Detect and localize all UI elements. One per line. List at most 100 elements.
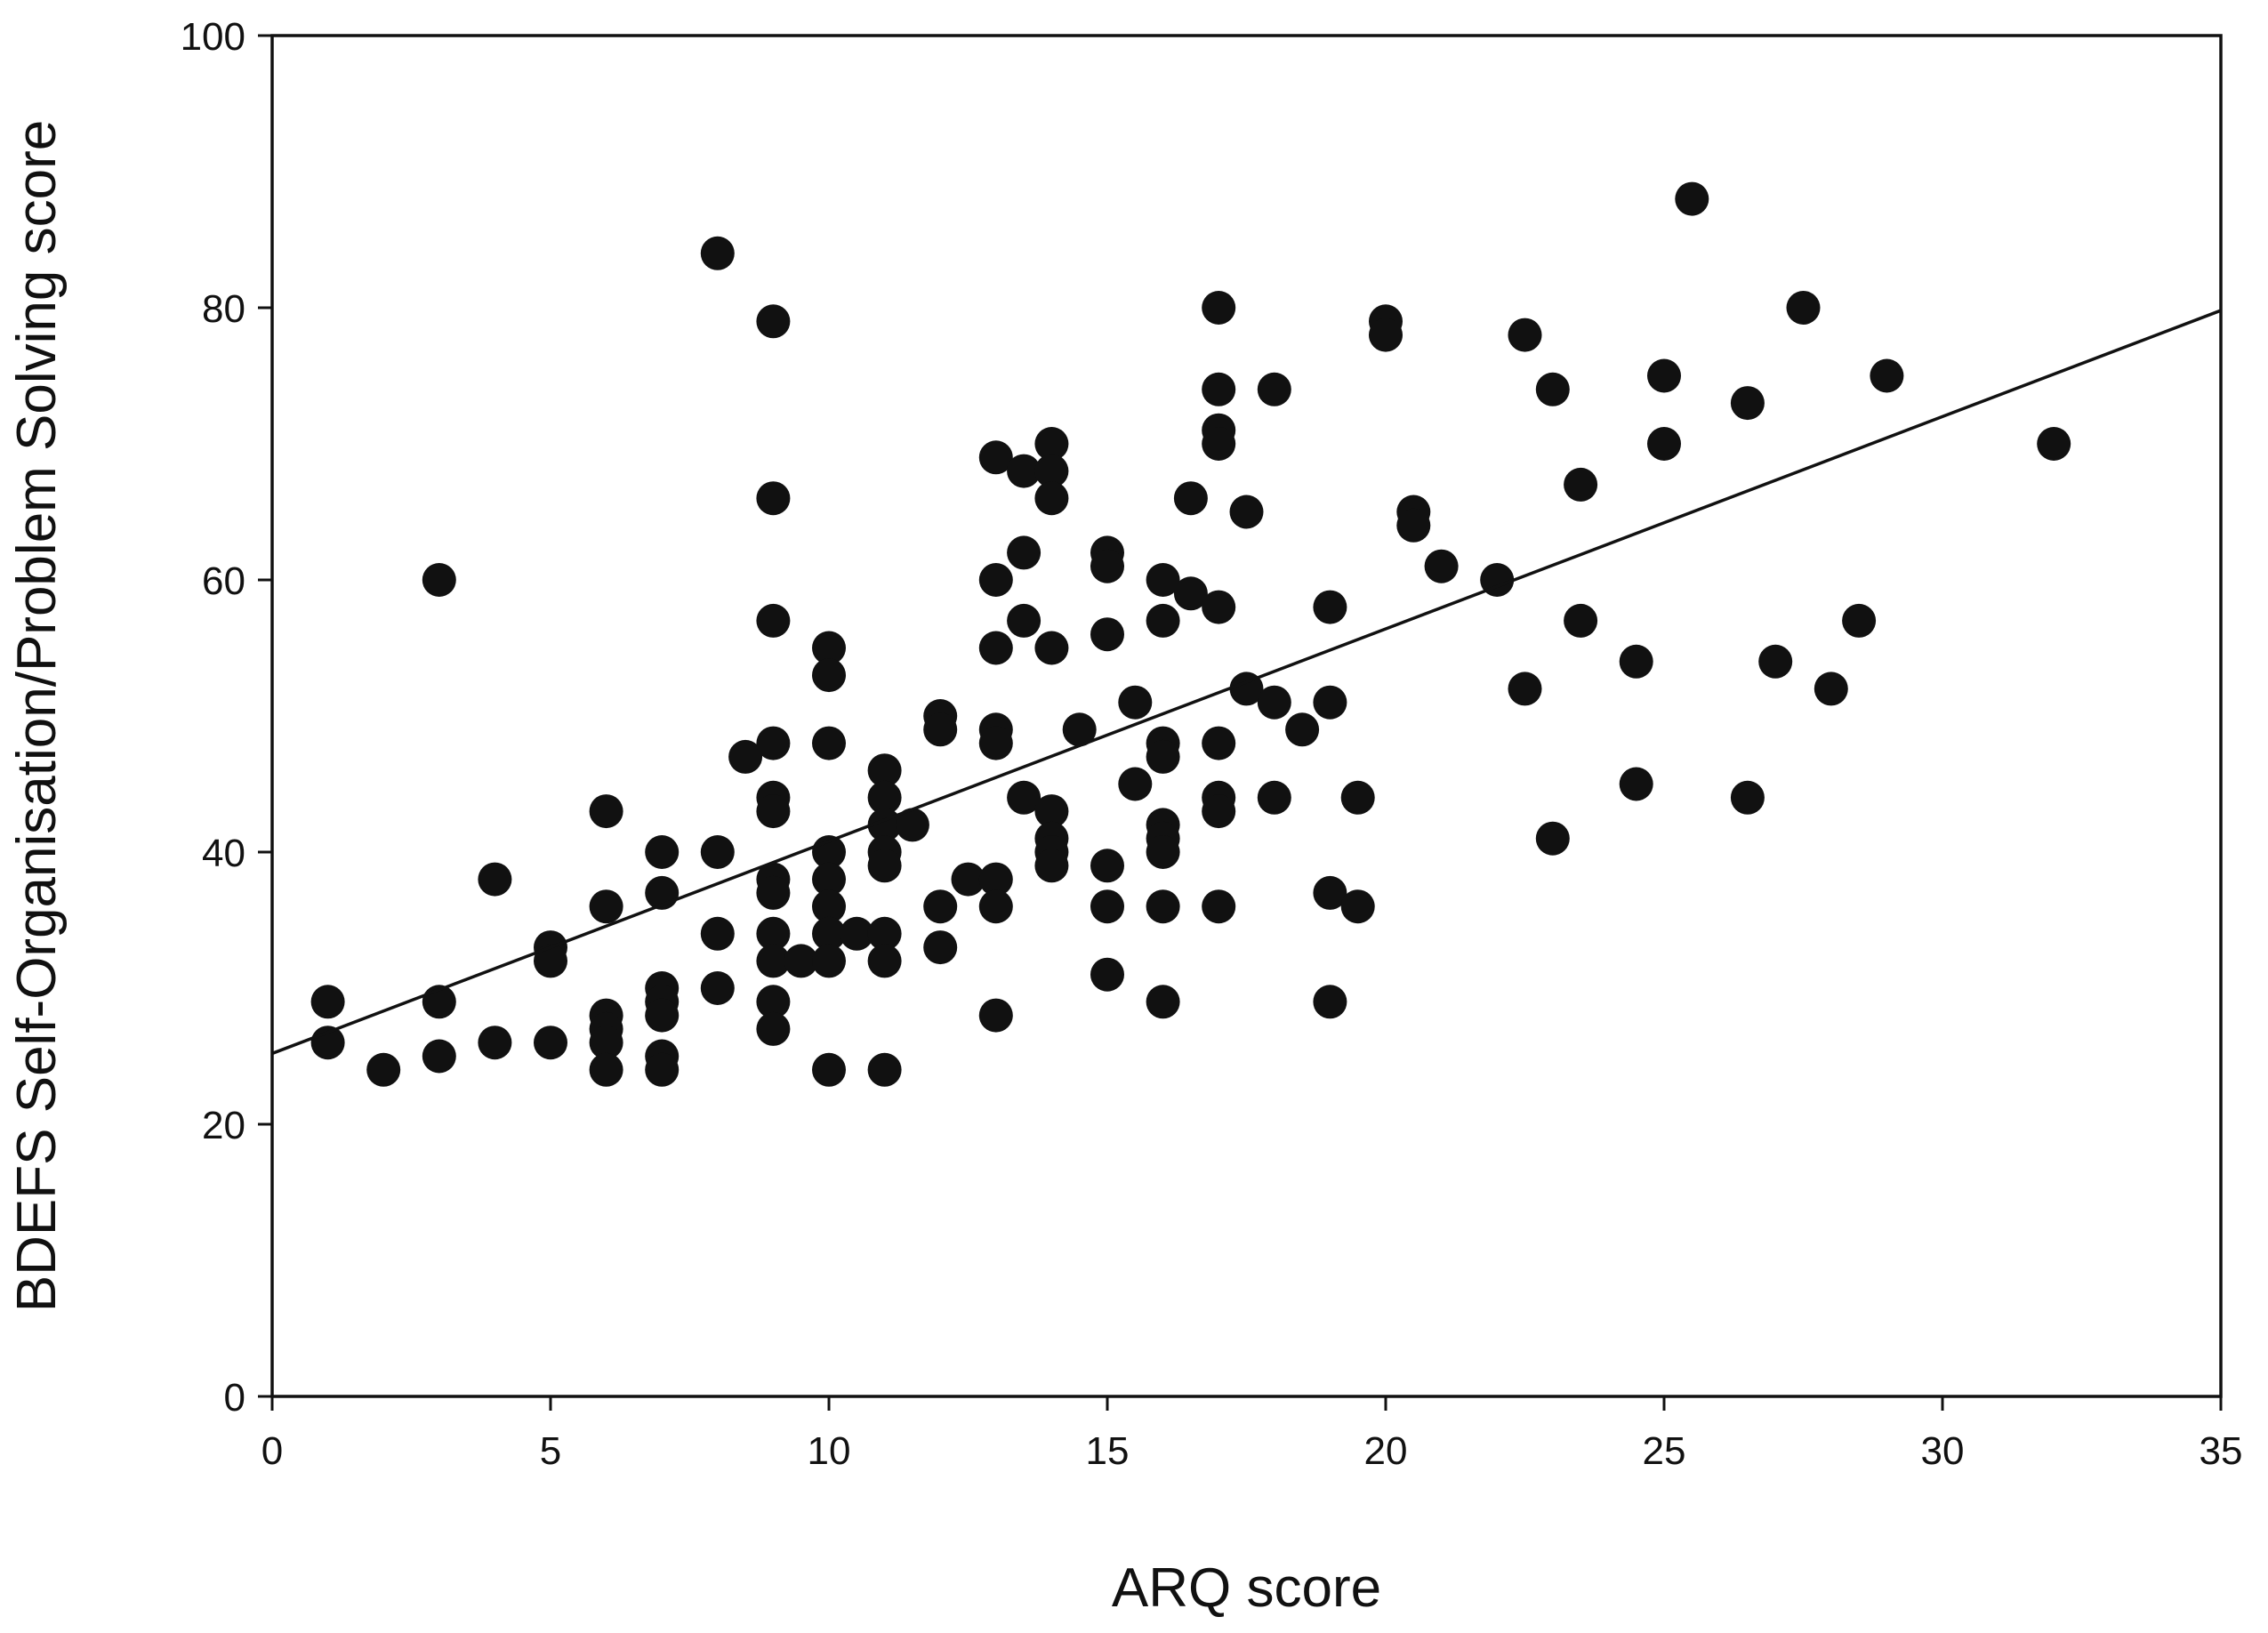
data-point xyxy=(1007,535,1042,570)
data-point xyxy=(1173,576,1208,611)
data-point xyxy=(1619,644,1653,679)
x-axis-title: ARQ score xyxy=(1112,1557,1381,1619)
data-point xyxy=(589,1052,623,1087)
data-point xyxy=(867,849,902,883)
data-point xyxy=(840,916,874,951)
data-point xyxy=(728,739,763,774)
data-point xyxy=(1062,712,1097,747)
y-tick-label: 40 xyxy=(202,832,245,875)
data-point xyxy=(1313,985,1347,1019)
data-point xyxy=(1202,794,1236,829)
data-point xyxy=(756,304,791,339)
data-point xyxy=(1647,427,1681,461)
data-points xyxy=(310,181,2071,1087)
data-point xyxy=(1396,508,1431,543)
data-point xyxy=(1007,454,1042,488)
data-point xyxy=(923,712,958,747)
data-point xyxy=(1118,767,1153,801)
y-tick-label: 60 xyxy=(202,559,245,603)
data-point xyxy=(1313,875,1347,910)
data-point xyxy=(1870,358,1904,393)
data-point xyxy=(756,1011,791,1046)
data-point xyxy=(1257,780,1291,815)
data-point xyxy=(1340,780,1375,815)
data-point xyxy=(1034,849,1069,883)
data-point xyxy=(589,794,623,829)
x-tick-label: 10 xyxy=(808,1429,851,1473)
data-point xyxy=(812,726,846,760)
data-point xyxy=(1647,358,1681,393)
data-point xyxy=(645,835,680,869)
data-point xyxy=(700,916,735,951)
data-point xyxy=(1034,794,1069,829)
data-point xyxy=(1202,726,1236,760)
data-point xyxy=(756,603,791,638)
data-point xyxy=(1535,821,1570,856)
data-point xyxy=(1034,427,1069,461)
data-point xyxy=(1090,889,1124,924)
data-point xyxy=(1202,372,1236,406)
data-point xyxy=(1090,549,1124,583)
data-point xyxy=(756,985,791,1019)
data-point xyxy=(1229,495,1264,529)
data-point xyxy=(1007,780,1042,815)
x-tick-label: 15 xyxy=(1086,1429,1130,1473)
data-point xyxy=(534,1026,567,1060)
data-point xyxy=(1564,467,1598,502)
y-axis-title: BDEFS Self-Organisation/Problem Solving … xyxy=(6,120,68,1312)
data-point xyxy=(1146,985,1180,1019)
data-point xyxy=(1730,386,1765,421)
data-point xyxy=(645,998,680,1033)
data-point xyxy=(1034,481,1069,516)
data-point xyxy=(1034,454,1069,488)
data-point xyxy=(923,889,958,924)
data-point xyxy=(1146,835,1180,869)
data-point xyxy=(422,1039,456,1074)
data-point xyxy=(1285,712,1320,747)
data-point xyxy=(1118,685,1153,720)
data-point xyxy=(784,944,818,978)
data-point xyxy=(1424,549,1459,583)
y-axis: 0 20 40 60 80 100 xyxy=(181,15,272,1420)
data-point xyxy=(978,631,1013,665)
data-point xyxy=(310,985,345,1019)
data-point xyxy=(812,631,846,665)
data-point xyxy=(1146,889,1180,924)
data-point xyxy=(1202,889,1236,924)
data-point xyxy=(756,794,791,829)
data-point xyxy=(756,726,791,760)
data-point xyxy=(422,563,456,597)
data-point xyxy=(1340,889,1375,924)
data-point xyxy=(1257,372,1291,406)
data-point xyxy=(978,726,1013,760)
data-point xyxy=(867,944,902,978)
data-point xyxy=(812,889,846,924)
data-point xyxy=(756,916,791,951)
data-point xyxy=(1814,672,1848,706)
data-point xyxy=(1202,590,1236,624)
data-point xyxy=(478,1026,512,1060)
data-point xyxy=(756,481,791,516)
data-point xyxy=(812,916,846,951)
data-point xyxy=(1842,603,1877,638)
data-point xyxy=(700,835,735,869)
data-point xyxy=(700,971,735,1005)
y-tick-label: 20 xyxy=(202,1104,245,1147)
data-point xyxy=(756,944,791,978)
data-point xyxy=(366,1052,401,1087)
data-point xyxy=(1146,563,1180,597)
data-point xyxy=(923,930,958,965)
data-point xyxy=(978,440,1013,475)
data-point xyxy=(812,658,846,693)
data-point xyxy=(1786,291,1821,325)
data-point xyxy=(895,808,929,842)
data-point xyxy=(1146,603,1180,638)
data-point xyxy=(1758,644,1793,679)
data-point xyxy=(812,862,846,897)
data-point xyxy=(589,889,623,924)
data-point xyxy=(978,998,1013,1033)
data-point xyxy=(1090,957,1124,992)
data-point xyxy=(645,1052,680,1087)
data-point xyxy=(1034,631,1069,665)
